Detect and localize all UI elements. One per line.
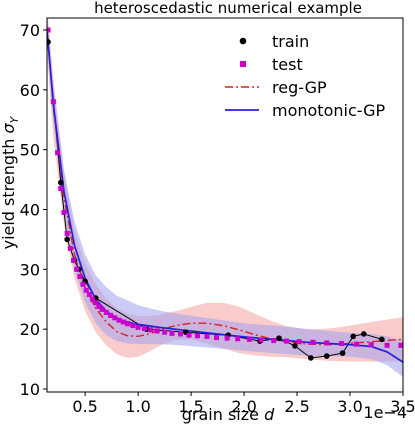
- test-point: [224, 335, 230, 341]
- test-point: [398, 342, 403, 348]
- test-point: [258, 337, 264, 343]
- test-point: [125, 321, 131, 327]
- test-point: [103, 309, 109, 315]
- test-point: [339, 341, 345, 347]
- test-point: [178, 331, 183, 337]
- legend-train-label: train: [272, 32, 309, 51]
- x-tick-label: 3.0: [337, 397, 362, 416]
- test-point: [141, 326, 147, 332]
- test-point: [353, 341, 359, 347]
- series-markers: [47, 27, 403, 361]
- y-tick-label: 60: [20, 81, 40, 100]
- legend: train test reg-GP monotonic-GP: [225, 32, 386, 120]
- train-point: [360, 331, 367, 337]
- test-point: [67, 245, 73, 251]
- test-point: [154, 328, 160, 334]
- test-point: [194, 333, 200, 339]
- test-point: [162, 329, 168, 335]
- test-point: [64, 230, 70, 236]
- test-point: [83, 287, 89, 293]
- test-point: [74, 266, 80, 272]
- train-point: [292, 343, 298, 349]
- train-point: [276, 335, 282, 341]
- test-point: [271, 338, 277, 344]
- test-point: [108, 312, 114, 318]
- x-tick-label: 3.5: [390, 397, 415, 416]
- test-point: [86, 291, 92, 297]
- test-point: [70, 257, 76, 263]
- y-tick-label: 40: [20, 200, 40, 219]
- legend-train-symbol: [239, 37, 247, 45]
- y-axis-ticks: 10 20 30 40 50 60 70: [20, 21, 47, 399]
- train-point: [350, 333, 357, 340]
- x-tick-label: 2.0: [231, 397, 256, 416]
- x-tick-label: 0.5: [72, 397, 97, 416]
- train-point: [379, 336, 385, 343]
- confidence-bands: [47, 18, 403, 377]
- x-tick-label: 1.5: [178, 397, 203, 416]
- reg-gp-band: [47, 18, 403, 362]
- x-tick-label: 2.5: [284, 397, 309, 416]
- test-point: [90, 296, 96, 302]
- test-point: [283, 338, 289, 344]
- test-point: [96, 303, 102, 309]
- train-point: [57, 179, 64, 186]
- test-point: [77, 274, 83, 280]
- legend-monotonic-gp-label: monotonic-GP: [272, 101, 386, 120]
- test-point: [135, 324, 141, 330]
- test-point: [169, 330, 175, 336]
- legend-test-symbol: [240, 61, 246, 67]
- train-point: [47, 39, 51, 45]
- monotonic-gp-band: [47, 18, 403, 377]
- y-tick-label: 50: [20, 141, 40, 160]
- plot-frame: [46, 17, 404, 393]
- test-point: [384, 342, 390, 348]
- chart-title: heteroscedastic numerical example: [94, 0, 362, 17]
- legend-test-label: test: [272, 55, 303, 74]
- y-tick-label: 70: [20, 21, 40, 40]
- test-point: [61, 209, 67, 215]
- y-tick-label: 30: [20, 260, 40, 279]
- test-point: [93, 300, 99, 306]
- test-point: [58, 186, 64, 192]
- test-point: [246, 336, 252, 342]
- test-point: [204, 333, 210, 339]
- y-tick-label: 20: [20, 320, 40, 339]
- test-point: [47, 27, 51, 33]
- test-point: [50, 99, 56, 105]
- test-point: [296, 339, 302, 345]
- test-point: [148, 327, 154, 333]
- train-point: [323, 353, 330, 359]
- x-axis-label: grain size d: [182, 405, 275, 424]
- test-point: [116, 317, 122, 323]
- test-point: [80, 281, 86, 287]
- test-point: [130, 323, 136, 329]
- y-axis-label: yield strength σY: [0, 115, 21, 249]
- train-point: [339, 350, 346, 356]
- test-point: [120, 319, 126, 325]
- test-point: [310, 339, 316, 345]
- test-point: [235, 336, 241, 342]
- test-point: [368, 342, 374, 348]
- plot-area: [47, 18, 403, 377]
- x-axis-offset-label: 1e−4: [363, 403, 407, 422]
- train-point: [308, 355, 314, 361]
- test-point: [112, 315, 118, 321]
- test-point: [324, 340, 330, 346]
- legend-reg-gp-label: reg-GP: [272, 78, 327, 97]
- monotonic-gp-line: [47, 29, 403, 363]
- test-point: [186, 332, 192, 338]
- y-tick-label: 10: [20, 380, 40, 399]
- test-point: [55, 150, 61, 156]
- test-point: [99, 306, 105, 312]
- x-tick-label: 1.0: [125, 397, 150, 416]
- train-point: [64, 236, 70, 243]
- test-point: [214, 335, 220, 341]
- x-axis-ticks: 0.5 1.0 1.5 2.0 2.5 3.0 3.5: [72, 392, 415, 416]
